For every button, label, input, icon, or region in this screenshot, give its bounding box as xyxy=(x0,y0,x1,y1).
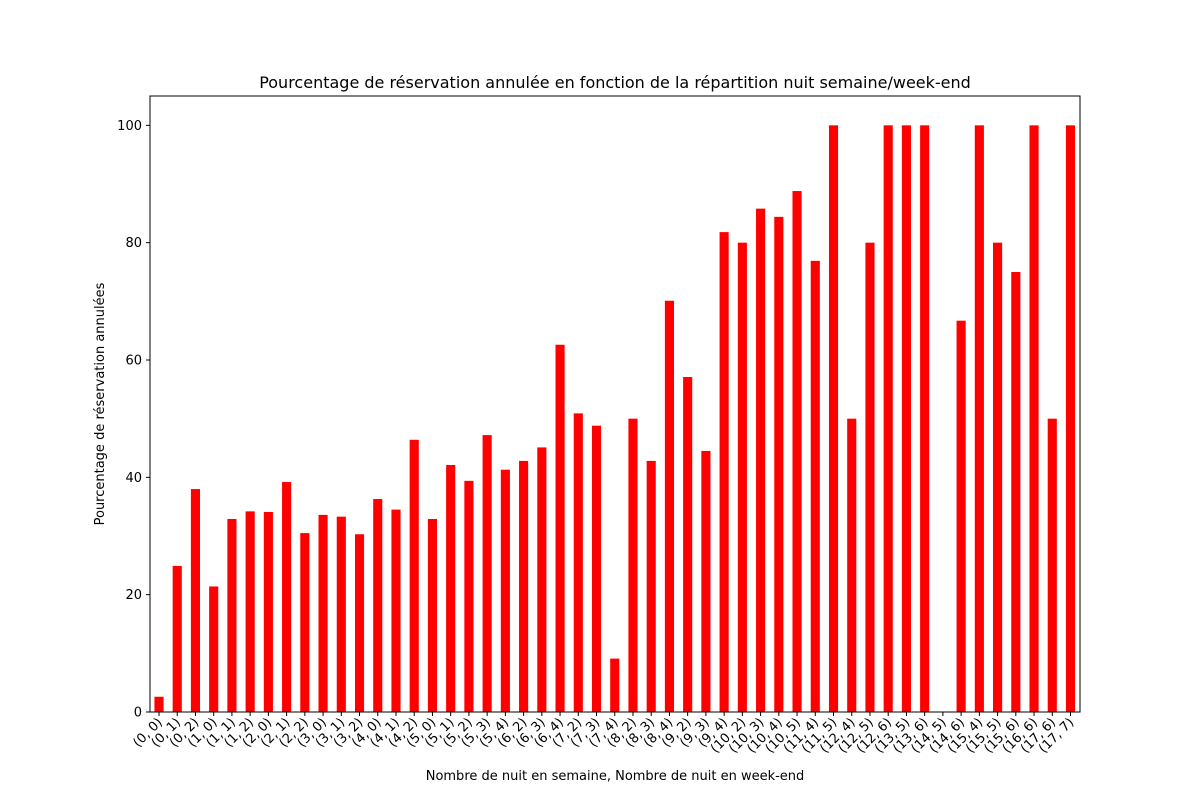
bar-1 xyxy=(172,565,182,712)
bar-11 xyxy=(354,534,365,712)
x-axis: (0, 0)(0, 1)(0, 2)(1, 0)(1, 1)(1, 2)(2, … xyxy=(131,712,1077,756)
bar-26 xyxy=(628,418,638,712)
bar-50 xyxy=(1065,125,1076,712)
bar-35 xyxy=(792,191,802,713)
bar-28 xyxy=(664,300,674,712)
bar-3 xyxy=(209,586,219,712)
bar-12 xyxy=(373,499,383,712)
bar-24 xyxy=(591,425,602,712)
y-axis-label: Pourcentage de réservation annulées xyxy=(93,282,108,525)
bar-5 xyxy=(245,511,255,712)
y-tick-label-5: 100 xyxy=(117,119,142,134)
bar-27 xyxy=(646,460,656,712)
bar-33 xyxy=(756,208,766,712)
bar-8 xyxy=(300,533,310,712)
bar-37 xyxy=(828,125,839,712)
bar-15 xyxy=(427,518,438,712)
bars-group xyxy=(154,125,1076,713)
bar-25 xyxy=(610,658,620,712)
y-tick-label-4: 80 xyxy=(125,236,142,251)
bar-10 xyxy=(336,516,346,712)
bar-48 xyxy=(1029,125,1039,712)
bar-22 xyxy=(555,344,565,712)
bar-23 xyxy=(573,413,583,712)
bar-36 xyxy=(810,260,820,712)
y-axis: 0 20 40 60 80 100 xyxy=(117,119,150,721)
y-tick-label-3: 60 xyxy=(125,354,142,369)
bar-29 xyxy=(683,377,693,712)
bar-46 xyxy=(993,242,1003,713)
bar-31 xyxy=(719,232,729,713)
y-tick-label-0: 0 xyxy=(134,706,142,721)
bar-44 xyxy=(956,320,966,712)
bar-42 xyxy=(920,125,930,712)
chart-title: Pourcentage de réservation annulée en fo… xyxy=(259,73,971,92)
bar-2 xyxy=(190,489,201,712)
bar-6 xyxy=(263,511,273,712)
bar-9 xyxy=(318,514,328,712)
bar-49 xyxy=(1047,418,1057,712)
bar-20 xyxy=(519,460,529,712)
bar-19 xyxy=(500,469,510,712)
bar-13 xyxy=(391,509,401,712)
bar-34 xyxy=(774,216,784,712)
bar-39 xyxy=(865,242,875,713)
bar-45 xyxy=(974,125,984,712)
plot-frame xyxy=(149,95,1081,713)
y-tick-label-1: 20 xyxy=(125,588,142,603)
bar-32 xyxy=(737,242,747,713)
bar-21 xyxy=(537,447,547,712)
y-tick-label-2: 40 xyxy=(125,471,142,486)
bar-41 xyxy=(901,125,911,712)
bar-38 xyxy=(847,418,857,712)
bar-4 xyxy=(227,518,237,712)
bar-14 xyxy=(409,439,419,712)
bar-18 xyxy=(482,435,492,712)
bar-16 xyxy=(446,465,456,712)
bar-0 xyxy=(154,696,164,712)
bar-17 xyxy=(464,480,474,712)
bar-47 xyxy=(1011,272,1021,712)
x-axis-label: Nombre de nuit en semaine, Nombre de nui… xyxy=(426,769,805,784)
bar-40 xyxy=(883,125,893,712)
bar-30 xyxy=(701,450,711,712)
bar-7 xyxy=(282,482,292,712)
